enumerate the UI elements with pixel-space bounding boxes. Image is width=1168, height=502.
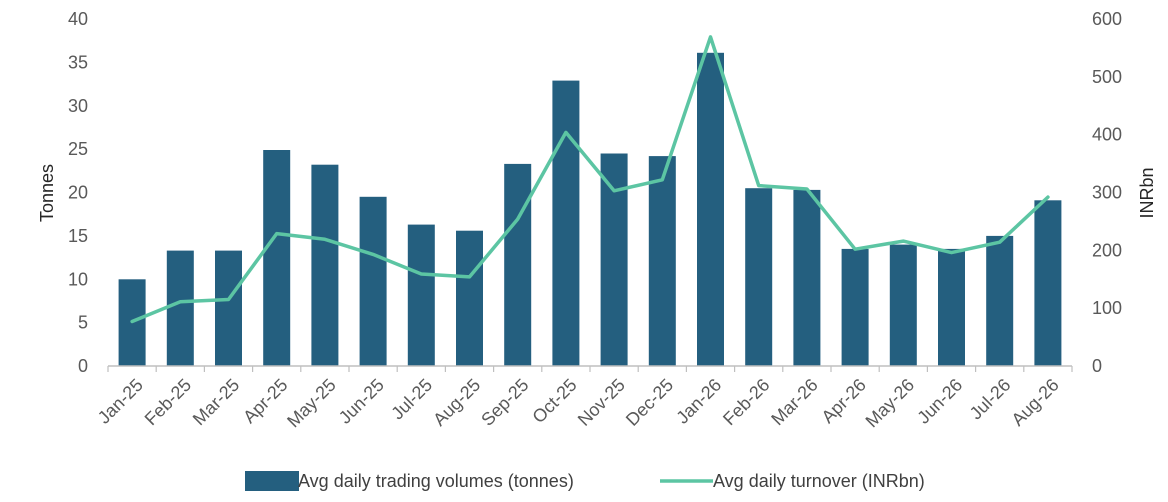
bar-Nov-25 <box>600 153 628 366</box>
x-tick-label: Sep-25 <box>477 375 532 430</box>
left-tick-label: 25 <box>68 139 88 159</box>
bar-Feb-26 <box>745 188 773 366</box>
bar-Feb-25 <box>166 250 194 366</box>
bar-Apr-25 <box>263 150 291 366</box>
right-tick-label: 300 <box>1092 183 1122 203</box>
x-tick-label: Mar-25 <box>189 375 243 429</box>
bar-Apr-26 <box>841 248 869 366</box>
bar-May-26 <box>889 244 917 366</box>
right-axis-title: INRbn <box>1137 167 1157 218</box>
bar-Dec-25 <box>648 156 676 366</box>
bar-Sep-25 <box>504 163 532 366</box>
bar-Jul-25 <box>407 224 435 366</box>
legend-line-label: Avg daily turnover (INRbn) <box>713 471 925 491</box>
turnover-line <box>130 35 1050 324</box>
right-tick-label: 100 <box>1092 298 1122 318</box>
x-tick-label: Oct-25 <box>528 375 580 427</box>
bar-May-25 <box>311 164 339 366</box>
legend-bar-label: Avg daily trading volumes (tonnes) <box>298 471 574 491</box>
line-series <box>130 35 1050 324</box>
x-tick-label: Jan-25 <box>94 375 147 428</box>
bar-Mar-26 <box>793 189 821 366</box>
right-tick-label: 200 <box>1092 240 1122 260</box>
legend-bar-swatch <box>245 471 299 491</box>
bar-Jul-26 <box>986 235 1014 366</box>
right-tick-label: 0 <box>1092 356 1102 376</box>
bar-Oct-25 <box>552 80 580 366</box>
x-tick-label: Jan-26 <box>672 375 725 428</box>
legend: Avg daily trading volumes (tonnes) Avg d… <box>245 471 925 491</box>
left-tick-label: 40 <box>68 9 88 29</box>
x-tick-label: Feb-25 <box>141 375 195 429</box>
x-tick-label: Nov-25 <box>574 375 629 430</box>
left-tick-label: 10 <box>68 269 88 289</box>
left-tick-label: 0 <box>78 356 88 376</box>
left-tick-label: 15 <box>68 226 88 246</box>
x-tick-label: May-25 <box>283 375 340 432</box>
bar-Jun-25 <box>359 196 387 366</box>
x-tick-label: Apr-25 <box>239 375 291 427</box>
x-tick-label: Mar-26 <box>767 375 821 429</box>
right-tick-label: 400 <box>1092 125 1122 145</box>
x-tick-label: Aug-26 <box>1008 375 1063 430</box>
x-tick-label: Dec-25 <box>622 375 677 430</box>
right-tick-label: 600 <box>1092 9 1122 29</box>
bar-Aug-25 <box>456 230 483 366</box>
right-axis-tick-labels: 0 100 200 300 400 500 600 <box>1092 9 1122 376</box>
x-tick-label: Jun-26 <box>913 375 966 428</box>
right-tick-label: 500 <box>1092 67 1122 87</box>
bar-Jun-26 <box>938 248 965 366</box>
bar-series <box>118 52 1062 367</box>
bar-Aug-26 <box>1034 200 1062 366</box>
bar-Jan-26 <box>697 52 724 367</box>
left-tick-label: 5 <box>78 313 88 333</box>
left-axis-title: Tonnes <box>37 164 57 222</box>
left-tick-label: 20 <box>68 183 88 203</box>
x-tick-label: Apr-26 <box>818 375 870 427</box>
left-tick-label: 30 <box>68 96 88 116</box>
left-tick-label: 35 <box>68 52 88 72</box>
left-axis-tick-labels: 0 5 10 15 20 25 30 35 40 <box>68 9 88 376</box>
x-tick-label: Jun-25 <box>335 375 388 428</box>
bar-Mar-25 <box>215 250 242 366</box>
x-tick-label: May-26 <box>862 375 919 432</box>
x-tick-label: Feb-26 <box>719 375 773 429</box>
x-tick-label: Aug-25 <box>429 375 484 430</box>
